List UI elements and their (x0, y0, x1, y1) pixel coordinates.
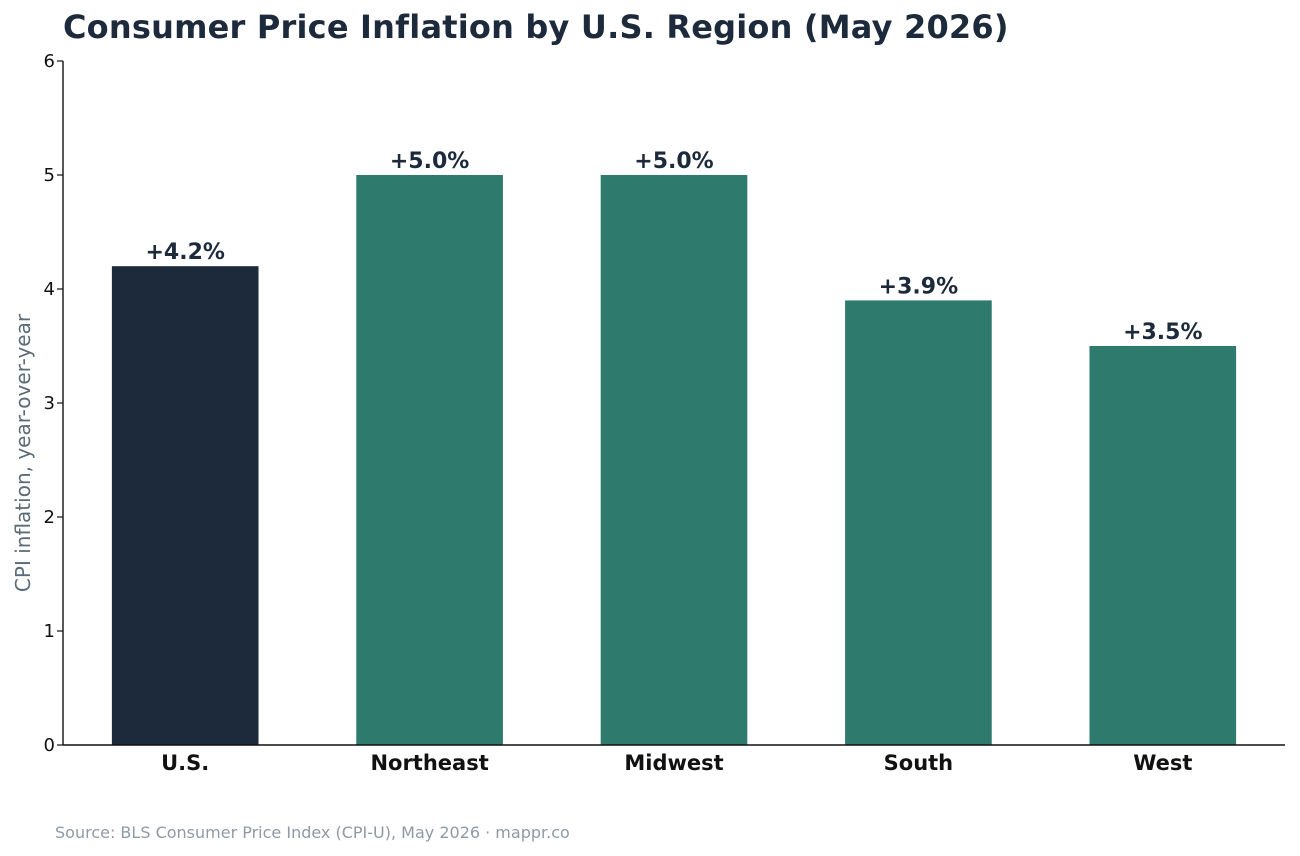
category-label: Northeast (370, 751, 488, 775)
category-label: U.S. (161, 751, 209, 775)
y-tick-label: 3 (44, 393, 55, 414)
bar-data-label: +3.5% (1123, 320, 1202, 345)
y-tick-label: 1 (44, 621, 55, 642)
y-tick-label: 6 (44, 51, 55, 72)
y-axis-title: CPI inflation, year-over-year (11, 313, 35, 592)
y-axis-ticks: 0 1 2 3 4 5 6 (44, 51, 63, 756)
chart-title: Consumer Price Inflation by U.S. Region … (63, 8, 1009, 46)
bar (356, 175, 503, 745)
y-tick-label: 2 (44, 507, 55, 528)
bar (1089, 346, 1237, 745)
category-label: Midwest (624, 751, 723, 775)
bars (111, 175, 1237, 745)
category-labels: U.S. Northeast Midwest South West (161, 751, 1192, 775)
y-axis-title-group: CPI inflation, year-over-year (11, 313, 35, 592)
bar-data-label: +5.0% (390, 149, 469, 174)
axes (62, 61, 1285, 746)
category-label: West (1133, 751, 1192, 775)
data-labels: +4.2% +5.0% +5.0% +3.9% +3.5% (145, 149, 1202, 345)
source-note: Source: BLS Consumer Price Index (CPI-U)… (55, 823, 570, 842)
bar (845, 300, 992, 745)
y-tick-label: 5 (44, 165, 55, 186)
bar-data-label: +5.0% (634, 149, 713, 174)
y-tick-label: 0 (44, 735, 55, 756)
bar (111, 266, 259, 745)
bar-data-label: +3.9% (879, 274, 958, 299)
category-label: South (884, 751, 954, 775)
bar-data-label: +4.2% (145, 240, 224, 265)
bar (600, 175, 748, 745)
y-tick-label: 4 (44, 279, 55, 300)
